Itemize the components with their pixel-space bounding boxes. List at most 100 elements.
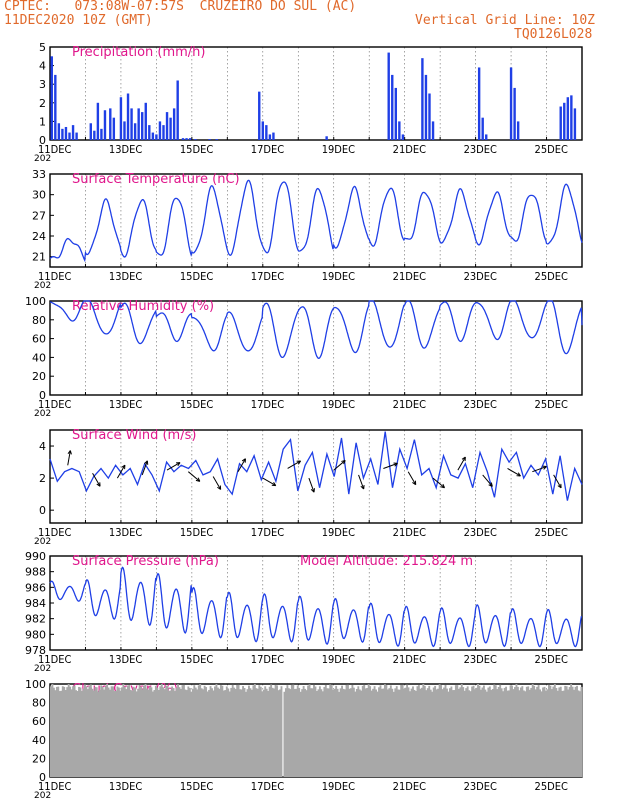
cloud-bar: [122, 684, 125, 777]
cloud-bar: [571, 686, 574, 777]
cloud-bar: [558, 687, 561, 777]
cloud-bar: [197, 685, 200, 777]
cloud-bar: [441, 689, 444, 777]
precip-xtick-label: 13DEC: [109, 143, 142, 156]
cloud-bar: [67, 684, 70, 777]
wind-xtick-label: 13DEC: [109, 526, 142, 539]
cloud-bar: [497, 686, 500, 777]
cloud-bar: [106, 684, 109, 777]
cloud-bar: [487, 687, 490, 777]
cloud-bar: [268, 686, 271, 777]
rh-xtick-label: 21DEC: [393, 398, 426, 411]
rh-xtick-label: 19DEC: [322, 398, 355, 411]
cloud-bar: [92, 690, 95, 777]
cloud-bar: [190, 691, 193, 777]
precip-xtick-label: 23DEC: [464, 143, 497, 156]
cloud-bar: [506, 690, 509, 777]
cloud-bar: [332, 689, 335, 777]
wind-year-label: 202: [34, 537, 51, 547]
cloud-bar: [212, 690, 215, 777]
cloud-bar: [512, 689, 515, 777]
cloud-bar: [64, 690, 67, 777]
cloud-bar: [262, 689, 265, 777]
wind-arrow: [287, 460, 301, 469]
cloud-bar: [573, 689, 576, 777]
cloud-bar: [243, 687, 246, 777]
precip-bar: [126, 93, 130, 140]
wind-title: Surface Wind (m/s): [72, 428, 196, 443]
cloud-bar: [239, 689, 242, 777]
precip-bar: [215, 139, 218, 140]
cloud-bar: [545, 690, 547, 777]
cloud-bar: [221, 685, 224, 777]
cloud-bar: [453, 690, 456, 777]
cloud-bar: [234, 688, 237, 777]
cloud-bar: [50, 686, 52, 777]
pressure-model-altitude: Model Altitude: 215.824 m: [300, 554, 473, 569]
cloud-bar: [490, 690, 493, 777]
cloud-bar: [534, 689, 537, 777]
cloud-bar: [211, 688, 213, 777]
cloud-bar: [160, 684, 163, 777]
cloud-bar: [61, 686, 64, 777]
cloud-bar: [57, 686, 60, 777]
cloud-bar: [425, 690, 428, 777]
cloud-ytick-label: 100: [25, 678, 46, 691]
cloud-ytick-label: 40: [32, 734, 46, 747]
cloud-bar: [378, 687, 380, 777]
cloud-bar: [493, 684, 496, 777]
cloud-bar: [565, 686, 568, 777]
cloud-xtick-label: 11DEC: [38, 780, 71, 793]
temp-ytick-label: 30: [32, 189, 46, 202]
cloud-bar: [559, 686, 562, 777]
temp-year-label: 202: [34, 281, 51, 291]
precip-ytick-label: 3: [39, 78, 46, 91]
temp-ytick-label: 21: [32, 251, 46, 264]
cloud-bar: [227, 688, 230, 777]
cloud-bar: [370, 690, 373, 777]
rh-xtick-label: 11DEC: [38, 398, 71, 411]
rh-ytick-label: 20: [32, 370, 46, 383]
cloud-bar: [94, 686, 97, 777]
cloud-bar: [556, 690, 559, 777]
temp-frame: [49, 173, 583, 268]
header-date: 11DEC2020 10Z (GMT): [4, 13, 153, 28]
cloud-bar: [382, 688, 385, 777]
wind-arrow: [262, 477, 277, 487]
cloud-bar: [423, 685, 426, 777]
wind-arrow-head: [461, 456, 466, 462]
cloud-bar: [289, 689, 292, 777]
cloud-bar: [172, 688, 175, 777]
cloud-bar: [485, 691, 488, 777]
cloud-bar: [422, 684, 425, 777]
wind-arrow: [141, 460, 148, 476]
cloud-bar: [60, 690, 63, 777]
cloud-bar: [153, 690, 156, 777]
cloud-bar: [290, 684, 293, 777]
cloud-bar: [366, 687, 369, 777]
cloud-bar: [364, 688, 367, 777]
cloud-bar: [484, 689, 487, 777]
precip-xtick-label: 21DEC: [393, 143, 426, 156]
cloud-bar: [270, 684, 273, 777]
cloud-bar: [516, 686, 519, 777]
precip-bar: [477, 67, 481, 140]
cloud-bar: [81, 690, 83, 777]
cloud-bar: [383, 684, 386, 777]
cloud-bar: [537, 685, 540, 777]
wind-ytick-label: 0: [39, 504, 46, 517]
cloud-bar: [147, 689, 150, 777]
rh-xtick-label: 15DEC: [180, 398, 213, 411]
cloud-bar: [375, 689, 377, 777]
wind-arrow-head: [241, 458, 246, 463]
cloud-bar: [528, 689, 531, 777]
cloud-bar: [488, 686, 491, 777]
cloud-bar: [293, 688, 296, 777]
cloud-bar: [472, 685, 475, 777]
cloud-bar: [75, 690, 77, 777]
cloud-bar: [548, 684, 550, 777]
cloud-bar: [196, 689, 199, 777]
cloud-bar: [468, 690, 471, 777]
precip-bar: [509, 67, 513, 140]
temp-ytick-label: 24: [32, 230, 46, 243]
